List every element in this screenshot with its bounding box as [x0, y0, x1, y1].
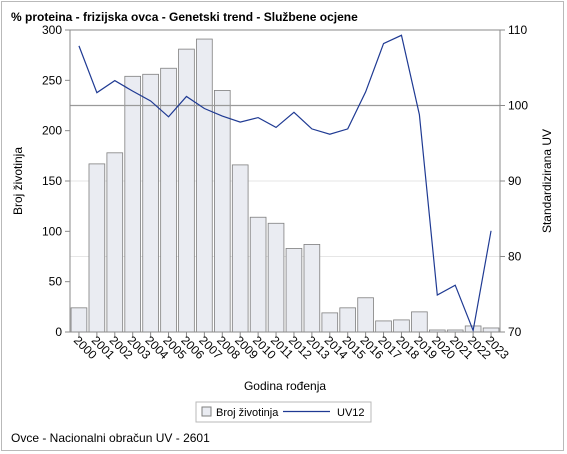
legend: Broj životinja UV12 — [195, 401, 372, 423]
bar-2017 — [375, 320, 392, 333]
y2-axis: 70 80 90 100 110 — [500, 23, 528, 339]
bar-2007 — [196, 38, 213, 333]
bar-2004 — [142, 73, 159, 333]
legend-line-label: UV12 — [337, 407, 365, 419]
y-axis: 0 50 100 150 200 250 300 — [42, 23, 70, 339]
y-axis-label: Broj životinja — [11, 147, 25, 215]
bar-2006 — [178, 48, 195, 333]
y-tick-label: 200 — [42, 124, 62, 138]
y2-tick-label: 80 — [508, 250, 522, 264]
y-tick-label: 150 — [42, 174, 62, 188]
series-line-uv12 — [78, 34, 492, 333]
bar-2016 — [357, 297, 374, 333]
y2-tick-label: 70 — [508, 325, 522, 339]
y-tick-label: 100 — [42, 224, 62, 238]
bar-2003 — [124, 75, 141, 333]
bar-2013 — [303, 244, 321, 333]
bar-2001 — [88, 163, 106, 333]
bar-2008 — [214, 90, 231, 333]
bar-2018 — [393, 319, 410, 333]
legend-bar-swatch — [201, 406, 212, 417]
bar-2010 — [249, 216, 267, 333]
y2-axis-label: Standardizirana UV — [540, 129, 554, 233]
chart-title: % proteina - frizijska ovca - Genetski t… — [11, 10, 358, 24]
bars-layer — [70, 38, 500, 333]
bar-2014 — [321, 312, 339, 333]
bar-2002 — [106, 152, 124, 333]
y-tick-label: 0 — [55, 325, 62, 339]
y2-tick-label: 90 — [508, 174, 522, 188]
bar-2019 — [411, 311, 428, 333]
y-tick-label: 300 — [42, 23, 62, 37]
y2-tick-label: 110 — [508, 23, 527, 37]
bar-2005 — [160, 67, 177, 333]
bar-2011 — [267, 222, 285, 333]
x-axis-label: Godina rođenja — [244, 379, 326, 393]
y2-tick-label: 100 — [508, 99, 528, 113]
bar-2000 — [70, 307, 88, 333]
bar-2023 — [482, 327, 500, 333]
bar-2012 — [285, 248, 303, 333]
bar-2015 — [339, 307, 356, 333]
x-axis: 2000200120022003200420052006200720082009… — [71, 332, 512, 362]
bar-2009 — [231, 164, 249, 333]
chart-footer: Ovce - Nacionalni obračun UV - 2601 — [11, 431, 210, 445]
legend-bar-label: Broj životinja — [216, 407, 279, 419]
line-layer — [78, 34, 492, 333]
y-tick-label: 250 — [42, 73, 62, 87]
y-tick-label: 50 — [49, 275, 63, 289]
